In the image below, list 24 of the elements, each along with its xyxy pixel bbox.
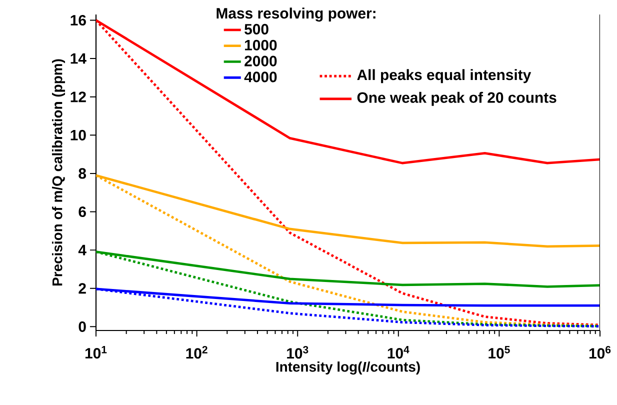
y-tick-label: 16 (70, 14, 86, 26)
annotation: All peaks equal intensity (357, 69, 532, 84)
x-tick-label: 10$^{6}$ (589, 346, 611, 359)
annotation: One weak peak of 20 counts (357, 92, 556, 106)
y-tick-label: 4 (78, 244, 86, 256)
y-tick-label: 14 (70, 53, 86, 64)
x-tick-label: 10$^{1}$ (85, 346, 107, 359)
legend-label: 1000 (245, 40, 277, 50)
x-tick-label: 10$^{4}$ (388, 346, 410, 359)
x-tick-label: 10$^{2}$ (186, 346, 208, 359)
legend-title: Mass resolving power: (216, 8, 376, 22)
y-tick-label: 12 (70, 92, 86, 102)
legend-label: 2000 (244, 56, 277, 66)
y-tick-label: 0 (78, 321, 86, 332)
x-tick-label: 10$^{3}$ (287, 346, 308, 359)
y-tick-label: 10 (70, 130, 86, 140)
x-tick-label: 10$^{5}$ (488, 346, 510, 359)
y-axis-title: Precision of m/Q calibration (ppm) (52, 59, 66, 286)
x-axis-title: Intensity log(I/counts) (276, 362, 420, 375)
legend-label: 500 (244, 24, 268, 35)
y-tick-label: 8 (78, 168, 86, 179)
y-tick-label: 2 (78, 283, 86, 294)
y-tick-label: 6 (78, 206, 86, 218)
legend-label: 4000 (244, 72, 277, 82)
